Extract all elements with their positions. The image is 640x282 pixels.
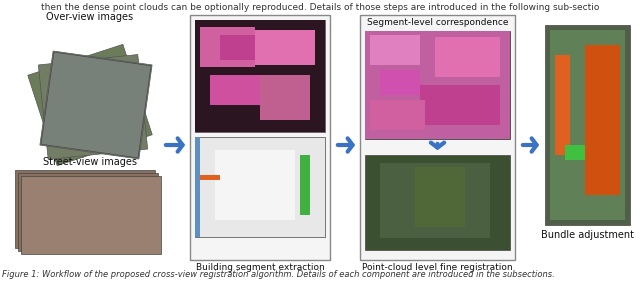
Bar	[370, 35, 420, 65]
Bar	[195, 137, 325, 237]
Bar	[210, 75, 290, 105]
Bar	[41, 52, 151, 158]
Bar	[370, 100, 425, 130]
Text: Point-cloud level fine registration: Point-cloud level fine registration	[362, 263, 513, 272]
Text: Street-view images: Street-view images	[43, 157, 137, 167]
Bar	[200, 27, 255, 67]
Bar	[585, 45, 620, 195]
Bar	[565, 145, 615, 160]
Text: then the dense point clouds can be optionally reproduced. Details of those steps: then the dense point clouds can be optio…	[41, 3, 599, 12]
Bar	[555, 55, 570, 155]
Bar	[220, 35, 260, 60]
Text: Bundle adjustment: Bundle adjustment	[541, 230, 634, 240]
Bar	[195, 137, 200, 237]
Bar	[40, 51, 152, 159]
Bar	[28, 44, 152, 166]
Bar	[190, 15, 330, 260]
Bar	[360, 15, 515, 260]
Bar	[195, 20, 325, 132]
Bar	[215, 150, 295, 220]
Bar	[545, 25, 630, 225]
Text: Figure 1: Workflow of the proposed cross-view registration algorithm. Details of: Figure 1: Workflow of the proposed cross…	[2, 270, 555, 279]
Bar	[435, 37, 500, 77]
Bar	[380, 163, 490, 238]
Bar	[420, 85, 500, 125]
Bar	[550, 30, 625, 220]
Bar	[200, 175, 220, 180]
Text: Building segment extraction: Building segment extraction	[196, 263, 324, 272]
Bar	[195, 20, 325, 132]
Bar	[38, 54, 148, 159]
Bar	[21, 176, 161, 254]
Bar	[300, 155, 310, 215]
Text: Over-view images: Over-view images	[47, 12, 134, 22]
Bar	[260, 75, 310, 120]
Bar	[380, 70, 420, 95]
Text: Segment-level correspondence: Segment-level correspondence	[367, 18, 508, 27]
Bar	[415, 167, 465, 227]
Bar	[15, 170, 155, 248]
Bar	[365, 31, 510, 139]
Bar	[255, 30, 315, 65]
Bar	[365, 155, 510, 250]
Bar	[365, 31, 510, 139]
Bar	[18, 173, 158, 251]
